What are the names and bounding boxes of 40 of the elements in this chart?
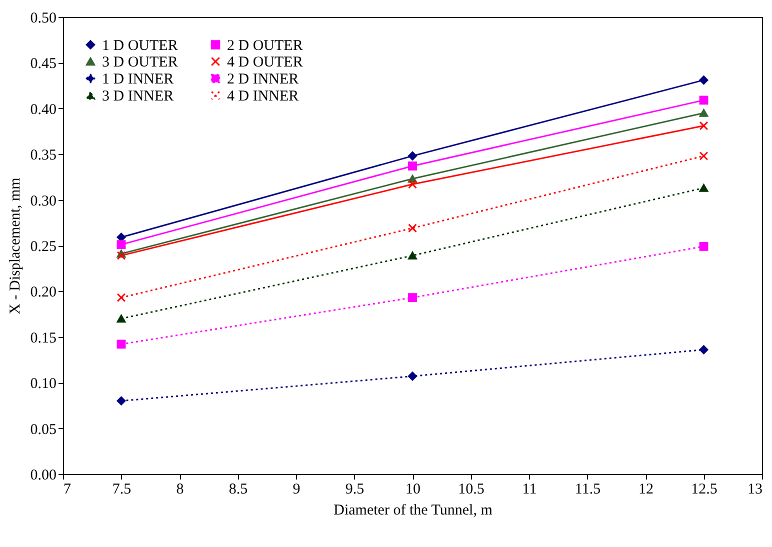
legend-label: 4 D INNER xyxy=(227,88,299,104)
x-tick-label: 13 xyxy=(748,482,762,498)
x-tick-label: 11.5 xyxy=(574,482,601,498)
point xyxy=(116,251,126,260)
x-tick-label: 11 xyxy=(522,482,537,498)
legend-label: 4 D OUTER xyxy=(227,54,303,70)
legend-label: 1 D INNER xyxy=(102,72,174,88)
y-tick-label: 0.10 xyxy=(30,376,56,392)
y-tick-label: 0.45 xyxy=(30,56,56,72)
x-tick-label: 12.5 xyxy=(691,482,718,498)
x-tick-label: 12 xyxy=(638,482,654,498)
y-tick-label: 0.00 xyxy=(30,468,56,484)
y-tick-label: 0.30 xyxy=(30,193,56,210)
legend-label: 3 D OUTER xyxy=(102,54,178,70)
x-tick-label: 9 xyxy=(292,482,300,498)
y-tick-label: 0.35 xyxy=(30,148,56,164)
x-tick-label: 10.5 xyxy=(458,482,484,498)
y-axis-title: X - Displacement, mm xyxy=(7,177,24,314)
x-tick-label: 10 xyxy=(406,482,420,498)
y-tick-label: 0.05 xyxy=(30,422,56,438)
x-tick-label: 8 xyxy=(176,482,184,498)
x-axis-title: Diameter of the Tunnel, m xyxy=(334,502,493,518)
legend-label: 2 D INNER xyxy=(227,72,299,88)
x-tick-label: 7 xyxy=(64,482,72,498)
y-tick-label: 0.50 xyxy=(30,10,56,26)
x-tick-label: 9.5 xyxy=(345,482,364,498)
legend-label: 3 D INNER xyxy=(102,88,174,104)
x-tick-label: 7.5 xyxy=(112,482,132,498)
point xyxy=(699,151,708,160)
legend-label: 1 D OUTER xyxy=(102,38,178,54)
point xyxy=(699,121,708,130)
point xyxy=(116,293,126,302)
y-tick-label: 0.15 xyxy=(30,330,56,346)
y-tick-label: 0.20 xyxy=(30,284,56,301)
point xyxy=(408,180,417,189)
y-tick-label: 0.40 xyxy=(30,102,56,118)
y-tick-label: 0.25 xyxy=(30,239,56,255)
point xyxy=(408,224,417,233)
x-tick-label: 8.5 xyxy=(228,482,248,498)
legend-label: 2 D OUTER xyxy=(227,38,303,54)
